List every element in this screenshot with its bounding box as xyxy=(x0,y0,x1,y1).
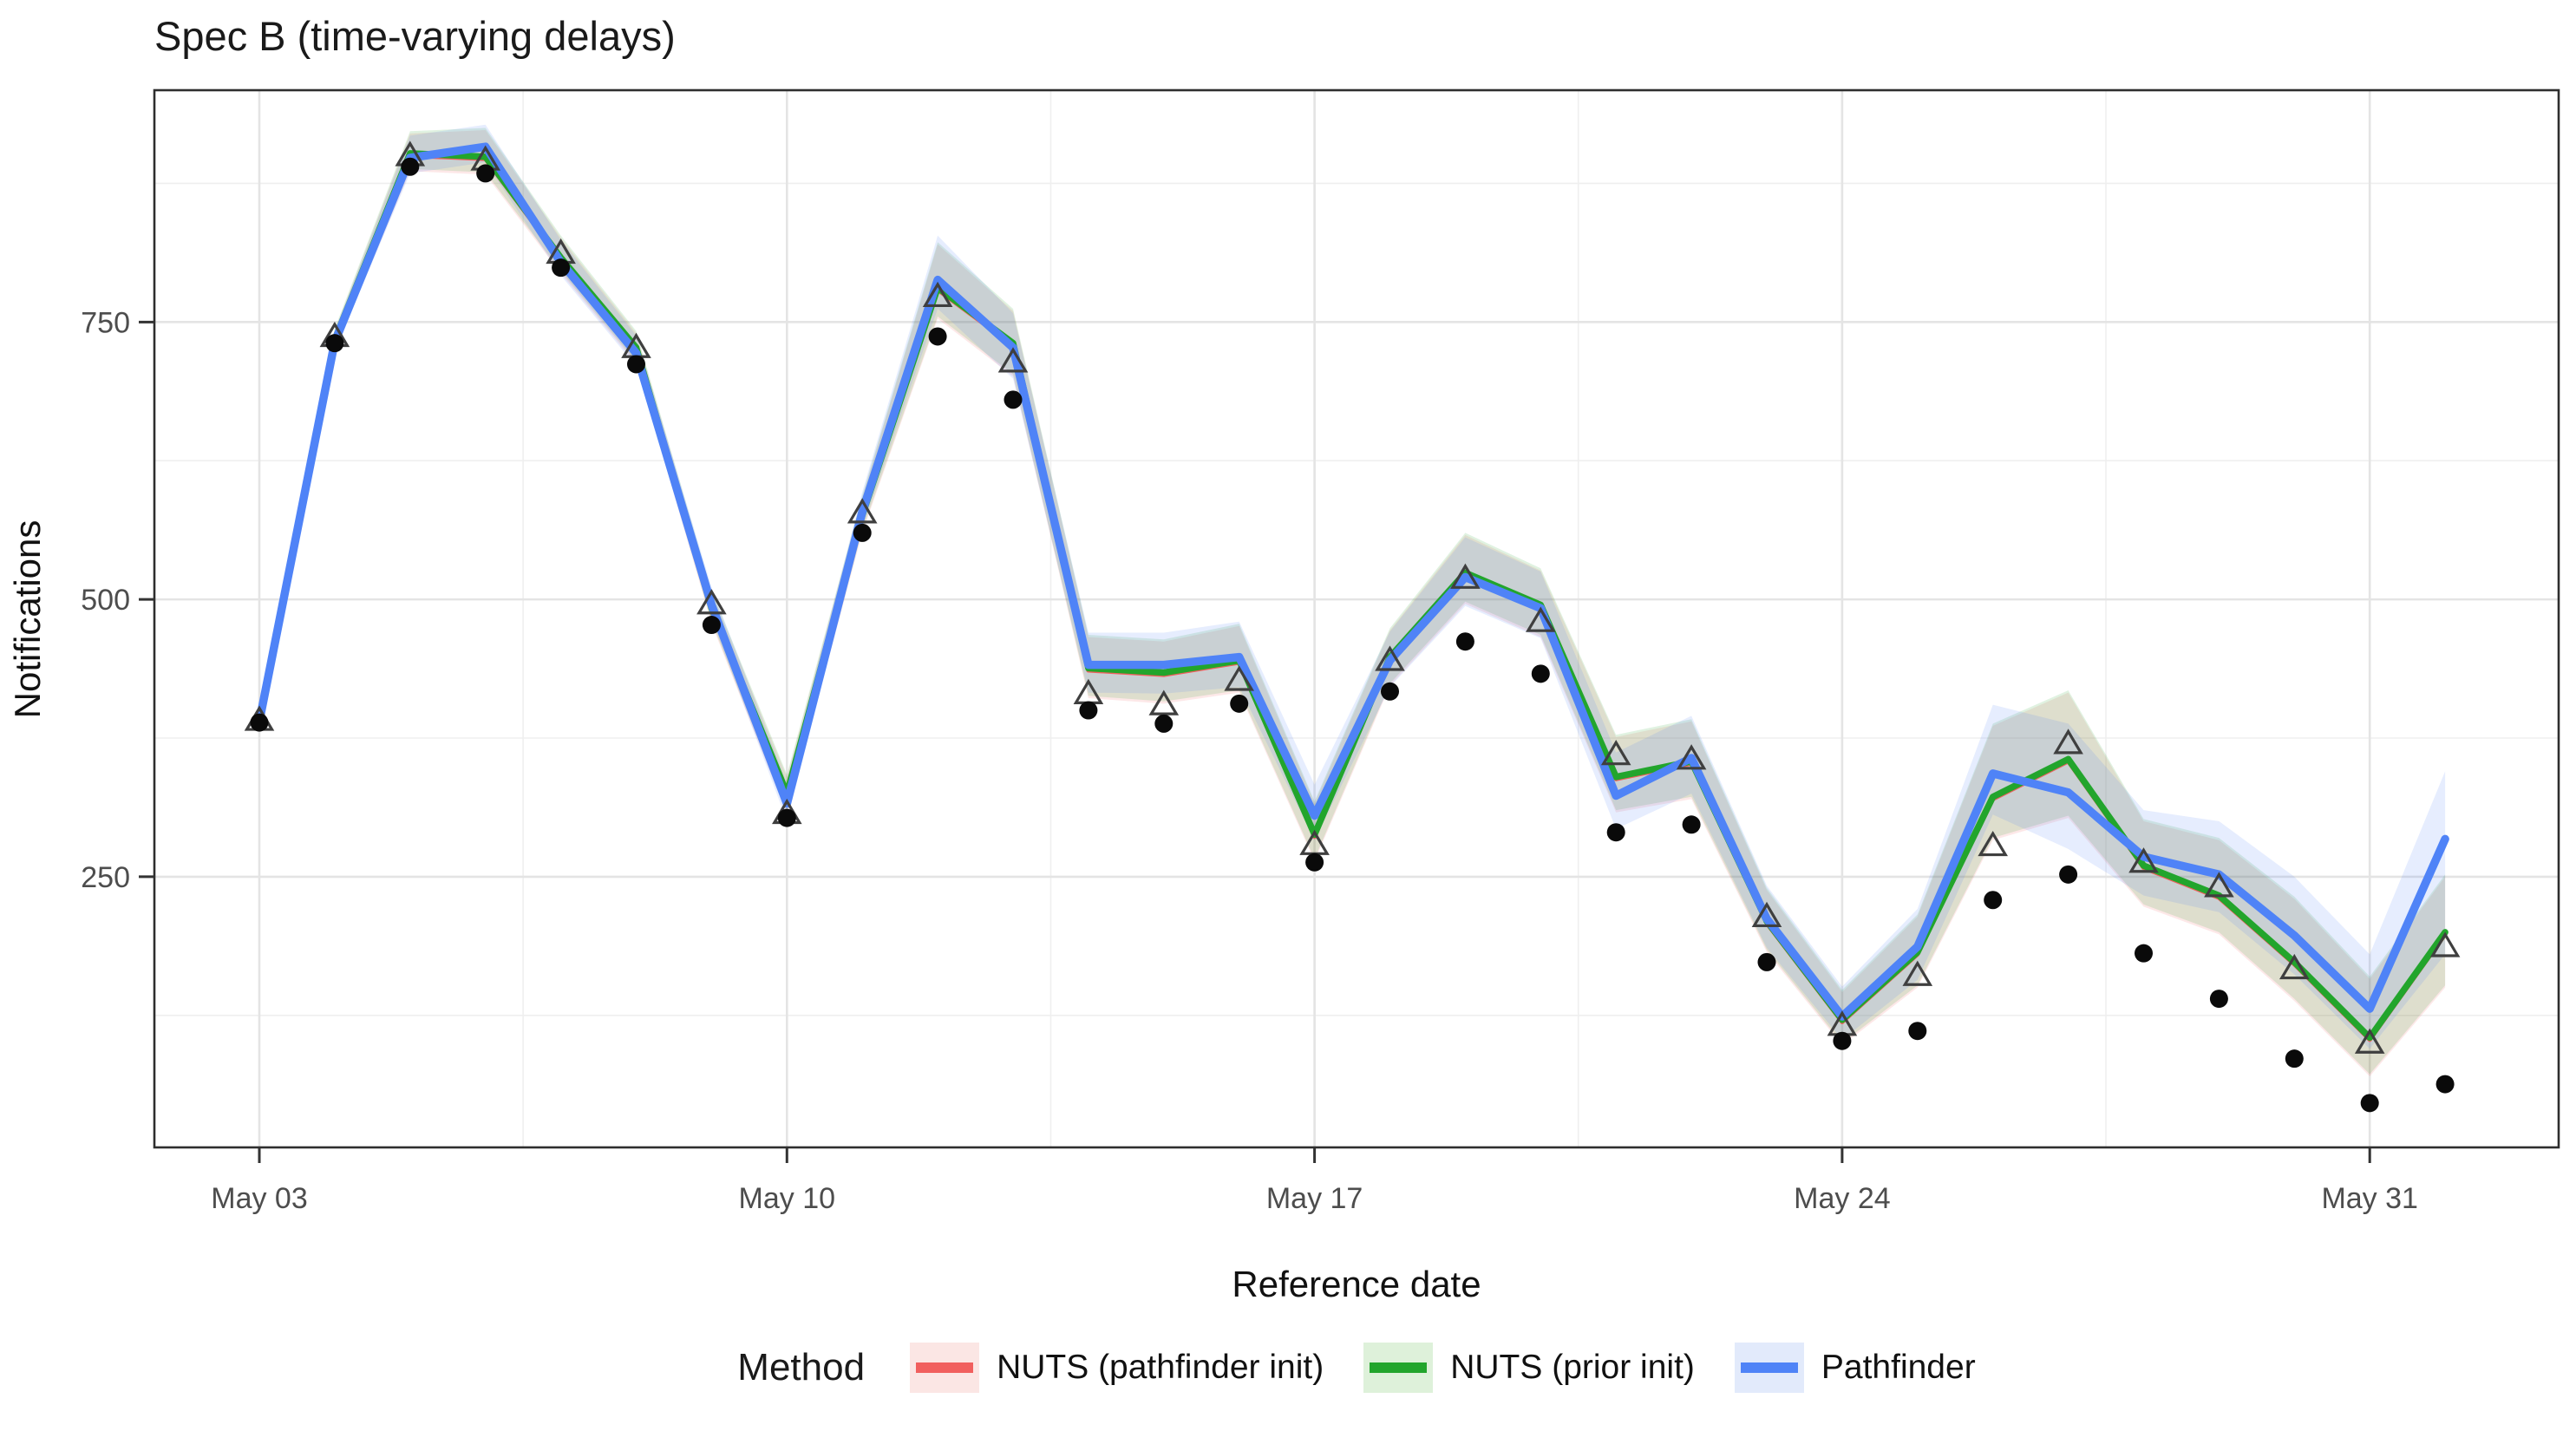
triangle-marker xyxy=(1751,901,1782,928)
observed-dot xyxy=(1984,891,2003,910)
x-axis-title: Reference date xyxy=(1232,1264,1481,1304)
legend-swatch-nuts-pathfinder-init xyxy=(910,1343,980,1393)
series-line-pathfinder xyxy=(255,142,2449,1021)
observed-dot xyxy=(1305,853,1324,872)
observed-dot xyxy=(777,808,796,827)
triangle-marker xyxy=(1450,563,1481,589)
panel-background xyxy=(154,90,2559,1147)
y-axis-title: Notifications xyxy=(7,520,48,719)
observed-dot xyxy=(552,258,571,278)
triangle-marker xyxy=(1902,960,1933,986)
blue-line-key-icon xyxy=(1740,1362,1798,1373)
triangle-marker xyxy=(922,281,953,308)
triangle-marker xyxy=(1224,665,1255,691)
observed-dot xyxy=(928,327,947,346)
y-tick-label: 250 xyxy=(81,861,130,894)
observed-dot xyxy=(1079,701,1098,720)
triangle-marker xyxy=(2279,953,2310,980)
observed-dot xyxy=(2135,944,2153,963)
triangle-marker xyxy=(696,589,727,615)
triangle-marker xyxy=(2429,931,2461,957)
triangle-marker xyxy=(1600,740,1631,766)
observed-dot xyxy=(702,616,721,635)
observed-dot xyxy=(1833,1031,1852,1050)
legend-swatch-nuts-prior-init xyxy=(1363,1343,1434,1393)
triangle-marker xyxy=(1525,606,1556,632)
point-markers xyxy=(244,140,2461,1113)
observed-dot xyxy=(1908,1022,1927,1041)
red-line-key-icon xyxy=(916,1362,974,1373)
observed-dot xyxy=(250,713,269,732)
triangle-marker xyxy=(1676,744,1707,770)
plot-panel xyxy=(154,90,2559,1147)
observed-dot xyxy=(1682,815,1701,834)
observed-dot xyxy=(1230,694,1249,713)
observed-dot xyxy=(2435,1075,2455,1094)
y-tick-label: 500 xyxy=(81,584,130,617)
observed-dot xyxy=(627,355,645,374)
legend-label: NUTS (prior init) xyxy=(1450,1349,1695,1386)
panel-border xyxy=(153,88,2560,1149)
observed-dot xyxy=(1381,682,1399,701)
legend-label: NUTS (pathfinder init) xyxy=(997,1349,1324,1386)
x-tick-label: May 03 xyxy=(211,1182,308,1215)
observed-dot xyxy=(476,164,495,183)
legend-label: Pathfinder xyxy=(1821,1349,1976,1386)
gridlines xyxy=(154,90,2559,1147)
triangle-marker xyxy=(2128,847,2159,873)
x-tick-label: May 31 xyxy=(2321,1182,2418,1215)
triangle-marker xyxy=(1375,645,1405,671)
observed-dot xyxy=(1531,664,1550,683)
triangle-marker xyxy=(2053,729,2083,755)
x-tick-label: May 10 xyxy=(739,1182,836,1215)
y-tick-label: 750 xyxy=(81,306,130,339)
x-tick-label: May 24 xyxy=(1794,1182,1891,1215)
legend-item-nuts-pathfinder-init: NUTS (pathfinder init) xyxy=(910,1343,1324,1393)
legend-item-nuts-prior-init: NUTS (prior init) xyxy=(1363,1343,1695,1393)
legend-title: Method xyxy=(737,1346,866,1389)
observed-dot xyxy=(2209,990,2228,1009)
observed-dot xyxy=(2360,1094,2379,1113)
triangle-marker xyxy=(1978,830,2009,857)
observed-dot xyxy=(1757,952,1776,971)
triangle-marker xyxy=(847,498,878,524)
observed-dot xyxy=(2059,865,2078,884)
observed-dot xyxy=(1606,823,1625,842)
plot-title: Spec B (time-varying delays) xyxy=(154,13,676,59)
legend-item-pathfinder: Pathfinder xyxy=(1734,1343,1976,1393)
axis-ticks-and-labels: 250 500 750 May 03 May 10 May 17 May 24 May 31 xyxy=(81,306,2418,1215)
observed-dot xyxy=(325,334,344,353)
legend: Method NUTS (pathfinder init) NUTS (prio… xyxy=(154,1329,2559,1407)
triangle-marker xyxy=(2204,872,2234,898)
series-lines xyxy=(255,142,2449,1042)
observed-dot xyxy=(1004,390,1023,409)
triangle-marker xyxy=(1148,689,1180,716)
observed-dot xyxy=(1455,632,1474,651)
triangle-marker xyxy=(2354,1028,2385,1054)
observed-dot xyxy=(2285,1049,2304,1068)
legend-swatch-pathfinder xyxy=(1734,1343,1804,1393)
triangle-marker xyxy=(997,347,1029,373)
green-line-key-icon xyxy=(1370,1362,1428,1373)
observed-dot xyxy=(401,157,420,176)
observed-dot xyxy=(1154,714,1174,733)
panel-frame xyxy=(153,88,2560,1149)
observed-dot xyxy=(853,523,872,542)
x-tick-label: May 17 xyxy=(1266,1182,1363,1215)
